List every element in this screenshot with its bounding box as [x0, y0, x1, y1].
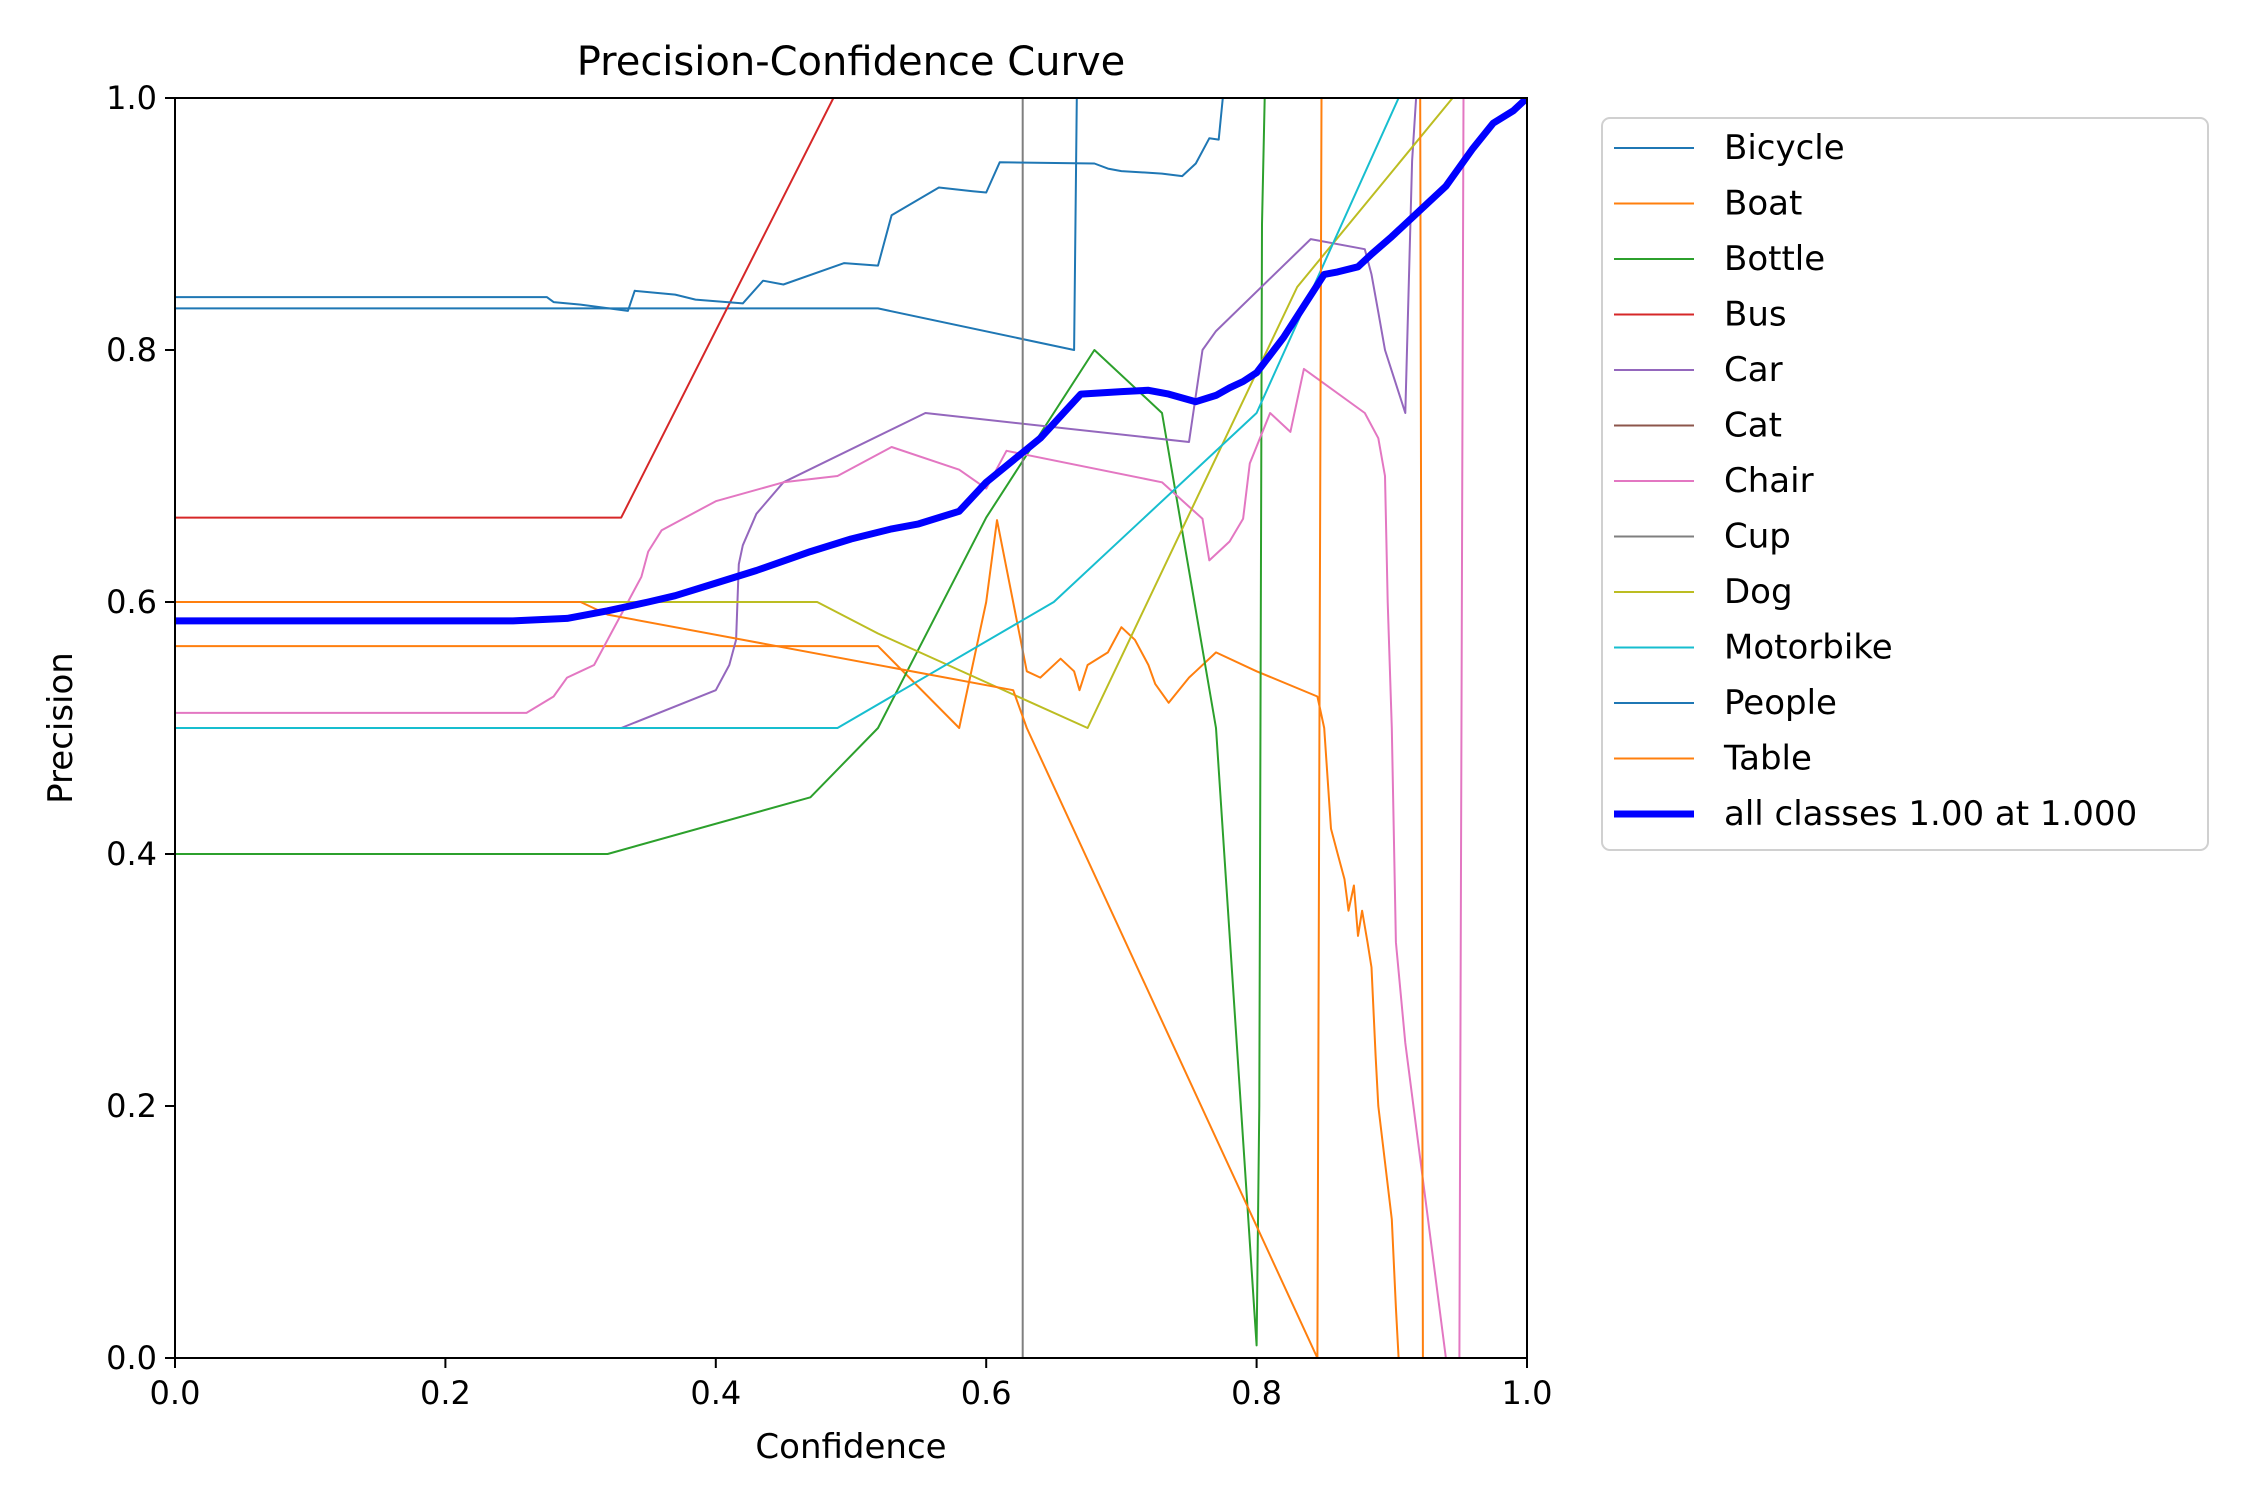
- series-line-6: [175, 98, 1465, 1358]
- x-axis-label: Confidence: [755, 1427, 946, 1467]
- legend-entry-5: Cat: [1724, 406, 1782, 446]
- x-tick-label: 0.6: [961, 1374, 1012, 1412]
- legend: Bicycle Boat Bottle Bus Car Cat Chair Cup Dog Mot…: [1601, 117, 2209, 851]
- series-line-0: [175, 98, 1393, 351]
- legend-entry-8: Dog: [1724, 572, 1793, 612]
- legend-entry-2: Bottle: [1724, 239, 1825, 279]
- legend-entry-0: Bicycle: [1724, 128, 1845, 168]
- legend-entry-7: Cup: [1724, 517, 1791, 557]
- series-line-3: [175, 98, 988, 519]
- y-axis-label: Precision: [41, 652, 81, 804]
- legend-frame: [1601, 117, 2209, 851]
- legend-entry-6: Chair: [1724, 461, 1814, 501]
- y-tick-label: 0.2: [106, 1087, 157, 1125]
- series-line-1: [175, 519, 1400, 1358]
- series-line-11: [175, 98, 1434, 1358]
- x-tick-label: 1.0: [1502, 1374, 1553, 1412]
- x-axis-ticks: 0.0 0.2 0.4 0.6 0.8 1.0: [150, 1358, 1553, 1412]
- legend-entry-4: Car: [1724, 350, 1783, 390]
- legend-entry-1: Boat: [1724, 184, 1802, 224]
- y-axis-ticks: 0.0 0.2 0.4 0.6 0.8 1.0: [106, 79, 175, 1377]
- series-line-10: [175, 98, 1224, 312]
- x-tick-label: 0.4: [690, 1374, 741, 1412]
- legend-entry-11: Table: [1723, 739, 1812, 779]
- series-layer: [175, 98, 1527, 1358]
- plot-frame: [174, 97, 1528, 1359]
- y-tick-label: 0.0: [106, 1339, 157, 1377]
- x-tick-label: 0.2: [420, 1374, 471, 1412]
- y-tick-label: 0.6: [106, 583, 157, 621]
- x-tick-label: 0.8: [1231, 1374, 1282, 1412]
- series-line-8: [175, 98, 1527, 729]
- y-tick-label: 0.4: [106, 835, 157, 873]
- legend-entry-9: Motorbike: [1724, 628, 1893, 668]
- legend-entry-3: Bus: [1724, 295, 1787, 335]
- y-tick-label: 0.8: [106, 331, 157, 369]
- x-tick-label: 0.0: [150, 1374, 201, 1412]
- series-line-12: [175, 98, 1527, 625]
- legend-entry-10: People: [1724, 683, 1837, 723]
- legend-entry-12: all classes 1.00 at 1.000: [1724, 794, 2137, 834]
- chart-title: Precision-Confidence Curve: [577, 39, 1126, 85]
- series-line-4: [175, 98, 1420, 729]
- y-tick-label: 1.0: [106, 79, 157, 117]
- series-line-9: [175, 98, 1461, 729]
- series-line-2: [175, 98, 1266, 1347]
